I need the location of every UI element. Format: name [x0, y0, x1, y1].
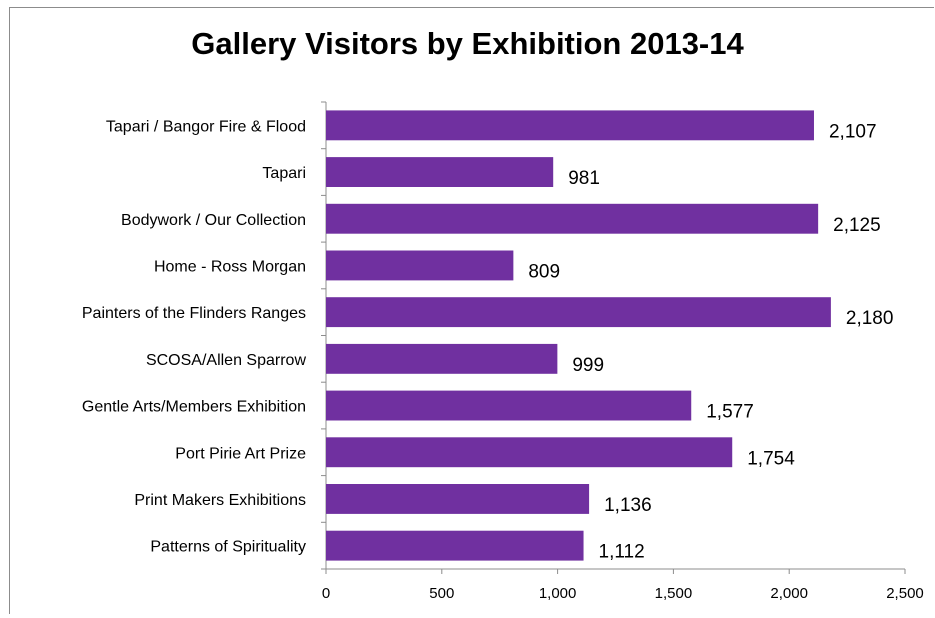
x-tick-label: 2,000	[770, 585, 808, 602]
category-label: SCOSA/Allen Sparrow	[146, 352, 307, 369]
x-tick-label: 500	[429, 585, 454, 602]
bar	[326, 110, 814, 141]
category-label: Painters of the Flinders Ranges	[82, 305, 306, 322]
category-label: Tapari	[262, 165, 306, 182]
value-label: 1,577	[706, 402, 754, 423]
category-label: Port Pirie Art Prize	[175, 445, 306, 462]
value-label: 1,112	[599, 542, 645, 563]
bar	[326, 297, 831, 328]
x-tick-label: 2,500	[886, 585, 924, 602]
value-label: 2,180	[846, 308, 894, 329]
chart-title: Gallery Visitors by Exhibition 2013-14	[191, 26, 744, 61]
bar	[326, 484, 590, 514]
value-label: 2,107	[829, 121, 877, 142]
category-label: Gentle Arts/Members Exhibition	[82, 399, 306, 416]
bar	[326, 250, 514, 281]
value-label: 981	[568, 168, 600, 189]
x-tick-label: 1,000	[539, 585, 577, 602]
bar	[326, 530, 584, 561]
category-label: Tapari / Bangor Fire & Flood	[106, 118, 306, 135]
category-label: Print Makers Exhibitions	[134, 492, 306, 509]
category-label: Patterns of Spirituality	[150, 539, 306, 556]
value-label: 1,136	[604, 495, 652, 516]
bar	[326, 437, 733, 468]
value-label: 1,754	[747, 448, 795, 469]
category-label: Bodywork / Our Collection	[121, 212, 306, 229]
value-label: 2,125	[833, 215, 881, 236]
bar	[326, 390, 692, 421]
bar	[326, 343, 558, 374]
bar	[326, 203, 819, 234]
bar	[326, 157, 554, 187]
x-tick-label: 1,500	[655, 585, 693, 602]
x-tick-label: 0	[322, 585, 330, 602]
value-label: 999	[572, 355, 604, 376]
category-label: Home - Ross Morgan	[154, 258, 306, 275]
value-label: 809	[528, 261, 560, 282]
